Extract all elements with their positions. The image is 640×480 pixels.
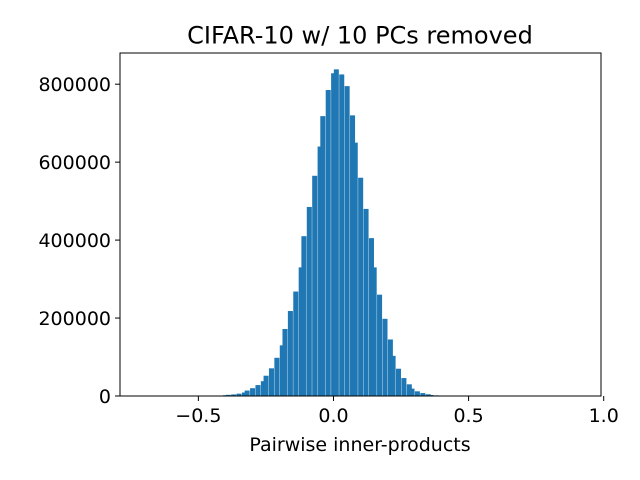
x-tick-label: 0.0 bbox=[318, 405, 348, 427]
x-tick-label: −0.5 bbox=[175, 405, 221, 427]
y-tick-label: 0 bbox=[99, 386, 111, 408]
histogram-bar bbox=[317, 146, 323, 396]
histogram-bar bbox=[358, 177, 364, 396]
histogram-bar bbox=[312, 175, 318, 396]
y-tick-label: 200000 bbox=[38, 308, 111, 330]
histogram-bar bbox=[382, 318, 388, 396]
x-tick-label: 0.5 bbox=[453, 405, 483, 427]
histogram-bar bbox=[241, 392, 247, 396]
histogram-bar bbox=[377, 294, 383, 396]
histogram-bar bbox=[320, 116, 326, 396]
histogram-bar bbox=[331, 73, 337, 397]
histogram-bar bbox=[406, 384, 412, 396]
histogram-bar bbox=[363, 208, 369, 396]
histogram-bar bbox=[387, 339, 393, 396]
chart-title: CIFAR-10 w/ 10 PCs removed bbox=[187, 22, 533, 50]
histogram-bar bbox=[301, 236, 307, 396]
plot-frame bbox=[119, 52, 602, 397]
histogram-bar bbox=[414, 391, 420, 396]
y-tick-label: 400000 bbox=[38, 230, 111, 252]
histogram-bar bbox=[287, 311, 293, 396]
y-axis-ticks: 0 200000 400000 600000 800000 bbox=[38, 74, 120, 408]
histogram-bar bbox=[352, 142, 358, 396]
histogram-bar bbox=[395, 368, 401, 396]
histogram-bar bbox=[325, 90, 331, 396]
y-tick-label: 600000 bbox=[38, 152, 111, 174]
histogram-bar bbox=[263, 375, 269, 396]
histogram-bar bbox=[409, 388, 415, 396]
histogram-bar bbox=[350, 115, 356, 397]
histogram-bar bbox=[279, 345, 285, 396]
histogram-bar bbox=[231, 394, 237, 396]
histogram-bar bbox=[236, 393, 242, 396]
histogram-bar bbox=[244, 390, 250, 396]
histogram-bar bbox=[255, 385, 261, 396]
histogram-bar bbox=[274, 357, 280, 396]
histogram-bar bbox=[368, 238, 374, 396]
histogram-bar bbox=[293, 291, 299, 396]
histogram-bar bbox=[401, 378, 407, 396]
histogram-bar bbox=[268, 368, 274, 396]
x-tick-label: 1.0 bbox=[589, 405, 619, 427]
histogram-bar bbox=[260, 381, 266, 396]
y-tick-label: 800000 bbox=[38, 74, 111, 96]
histogram-bar bbox=[282, 328, 288, 396]
histogram-bar bbox=[390, 355, 396, 396]
histogram-bar bbox=[420, 393, 426, 396]
histogram-bar bbox=[344, 86, 350, 396]
x-axis-ticks: −0.5 0.0 0.5 1.0 bbox=[175, 396, 619, 427]
histogram-bar bbox=[425, 394, 431, 396]
histogram-bar bbox=[428, 394, 434, 396]
x-axis-label: Pairwise inner-products bbox=[249, 434, 470, 456]
histogram-bar bbox=[371, 267, 377, 397]
histogram-bar bbox=[225, 394, 231, 396]
histogram-bar bbox=[298, 267, 304, 397]
histogram-bar bbox=[250, 388, 256, 396]
histogram-bar bbox=[333, 69, 339, 397]
histogram-bar bbox=[306, 206, 312, 396]
histogram-bar bbox=[339, 74, 345, 396]
histogram-bars bbox=[217, 69, 450, 397]
